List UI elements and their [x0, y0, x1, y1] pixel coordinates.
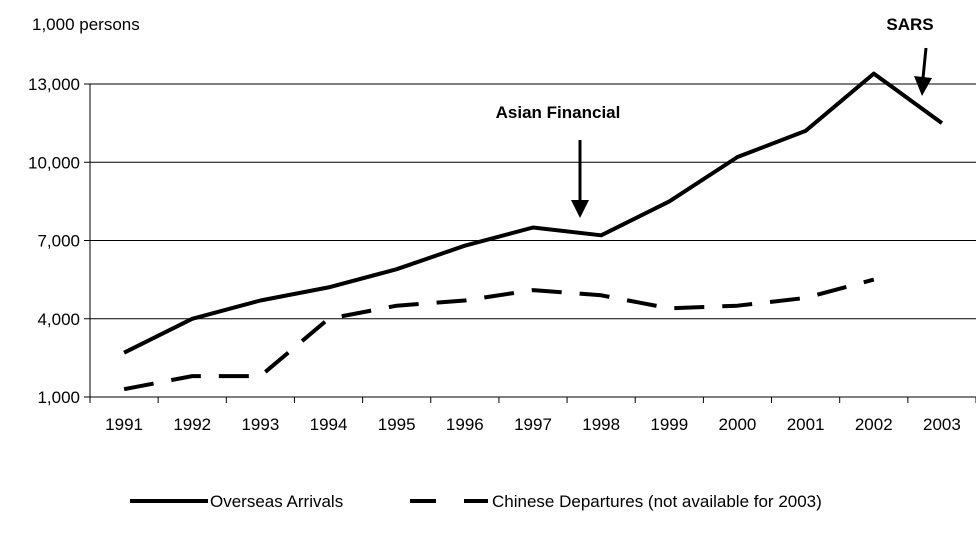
x-tick-label: 1996 [446, 415, 484, 434]
y-unit-label: 1,000 persons [32, 15, 140, 34]
annotation-arrow-shaft [921, 47, 928, 79]
x-tick-label: 2001 [787, 415, 825, 434]
y-tick-label: 13,000 [28, 75, 80, 94]
annotation-arrow-head [571, 200, 589, 218]
x-tick-label: 1991 [105, 415, 143, 434]
annotation-asian-financial: Asian Financial [496, 103, 621, 122]
x-tick-labels: 1991 1992 1993 1994 1995 1996 1997 1998 1999 2000… [105, 415, 961, 434]
series-lines [123, 71, 944, 392]
x-tick-label: 1994 [310, 415, 348, 434]
legend-label-chinese-departures: Chinese Departures (not available for 20… [492, 492, 822, 511]
y-tick-label: 1,000 [37, 388, 80, 407]
annotation-arrow-head [914, 76, 932, 96]
x-tick-label: 2003 [923, 415, 961, 434]
x-tick-label: 1999 [650, 415, 688, 434]
gridlines [90, 83, 976, 320]
x-tick-label: 2002 [855, 415, 893, 434]
x-tick-label: 1997 [514, 415, 552, 434]
legend: Overseas Arrivals Chinese Departures (not… [130, 492, 822, 511]
x-tick-label: 2000 [719, 415, 757, 434]
annotation-sars: SARS [886, 15, 933, 34]
x-tick-label: 1992 [173, 415, 211, 434]
series-line-chinese-departures [123, 277, 875, 392]
y-tick-label: 10,000 [28, 153, 80, 172]
x-tick-label: 1998 [582, 415, 620, 434]
series-line-overseas-arrivals [123, 71, 944, 355]
x-tick-label: 1995 [378, 415, 416, 434]
x-tick-label: 1993 [241, 415, 279, 434]
y-tick-label: 4,000 [37, 310, 80, 329]
axes [84, 83, 976, 403]
legend-label-overseas-arrivals: Overseas Arrivals [210, 492, 343, 511]
annotations: Asian Financial SARS [496, 15, 934, 218]
y-tick-label: 7,000 [37, 232, 80, 251]
y-tick-labels: 1,000 4,000 7,000 10,000 13,000 [28, 75, 80, 407]
